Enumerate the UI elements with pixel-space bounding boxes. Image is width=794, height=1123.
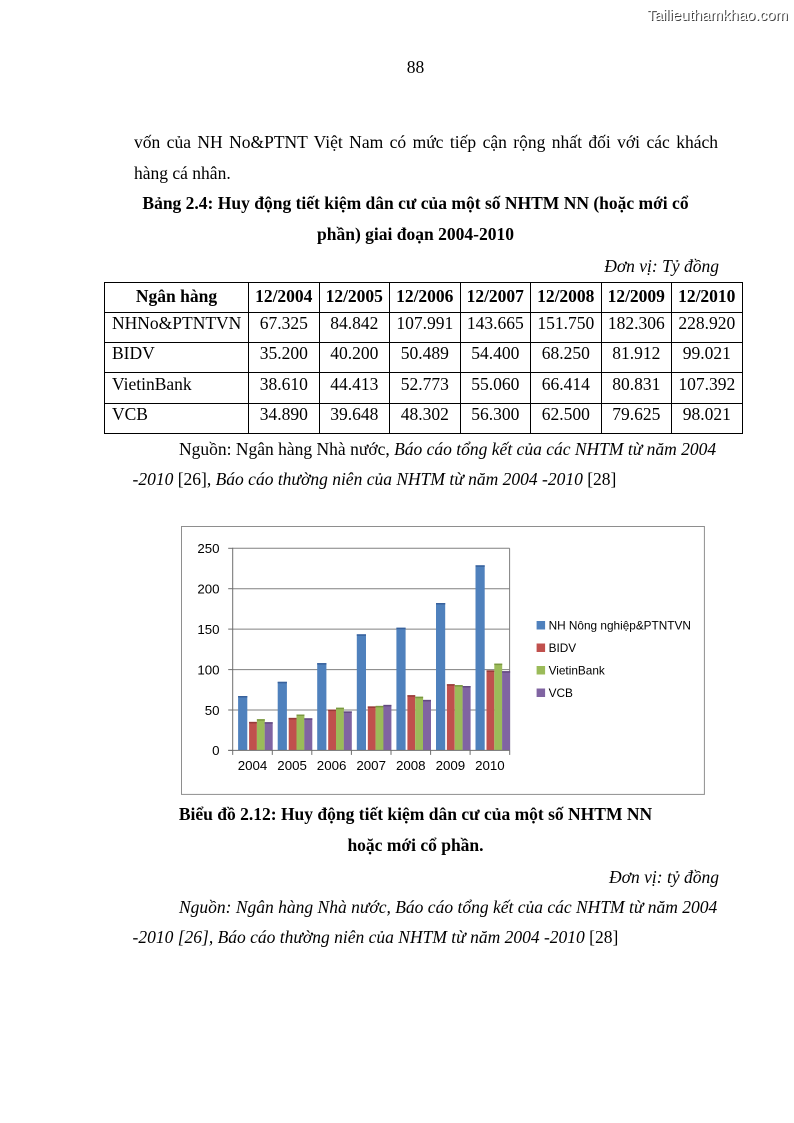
- svg-text:2004: 2004: [238, 758, 268, 773]
- svg-text:2008: 2008: [396, 758, 426, 773]
- svg-text:0: 0: [212, 743, 219, 758]
- svg-text:250: 250: [197, 541, 219, 556]
- svg-text:VietinBank: VietinBank: [549, 664, 605, 678]
- svg-text:2010: 2010: [475, 758, 505, 773]
- svg-text:50: 50: [205, 703, 220, 718]
- svg-text:2009: 2009: [436, 758, 466, 773]
- svg-text:150: 150: [197, 622, 219, 637]
- svg-text:NH Nông nghiệp&PTNTVN: NH Nông nghiệp&PTNTVN: [549, 619, 691, 633]
- svg-text:BIDV: BIDV: [549, 641, 577, 655]
- svg-text:200: 200: [197, 582, 219, 597]
- svg-text:2006: 2006: [317, 758, 347, 773]
- svg-text:2005: 2005: [277, 758, 307, 773]
- svg-text:2007: 2007: [356, 758, 386, 773]
- svg-text:VCB: VCB: [549, 686, 573, 700]
- svg-text:100: 100: [197, 662, 219, 677]
